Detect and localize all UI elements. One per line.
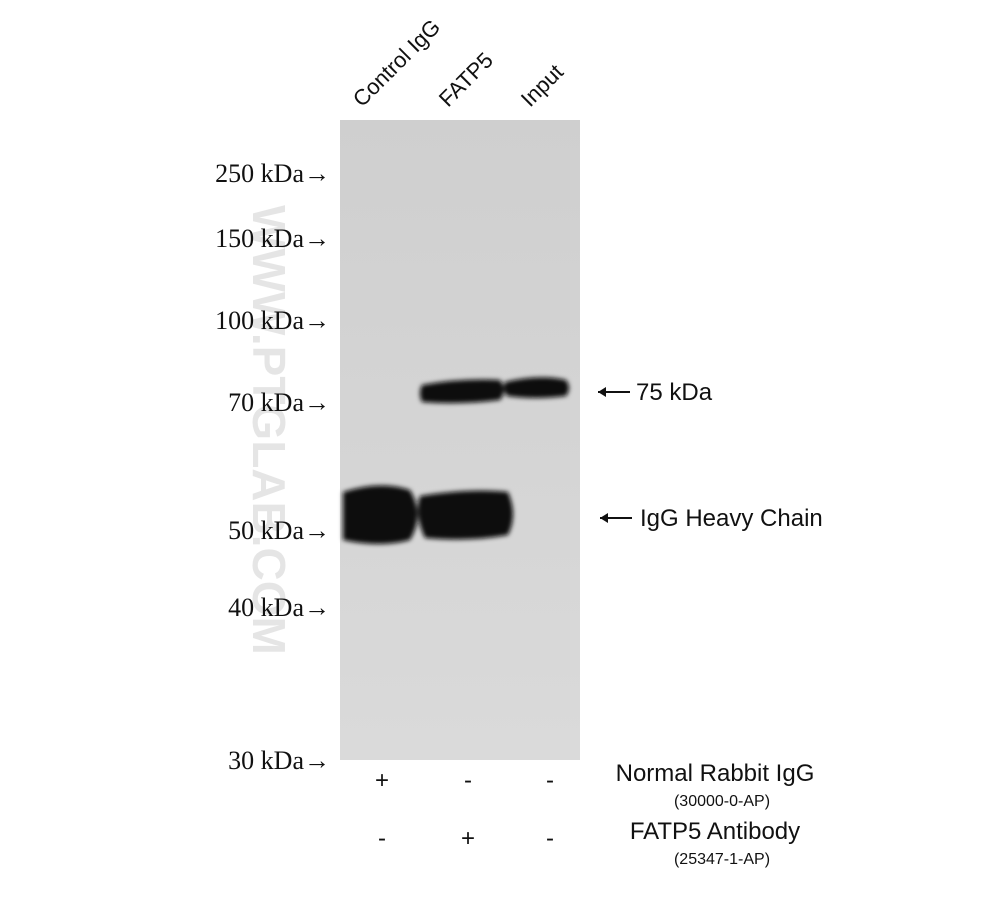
arrow-head — [600, 513, 608, 523]
arrow-head — [598, 387, 606, 397]
annotation: IgG Heavy Chain — [640, 505, 823, 532]
marker-label: 40 kDa→ — [228, 593, 330, 622]
lane-label: Input — [516, 59, 568, 111]
marker-label: 150 kDa→ — [215, 224, 330, 253]
sign: + — [375, 767, 389, 794]
catalog-number: (25347-1-AP) — [674, 851, 770, 868]
marker-label: 50 kDa→ — [228, 516, 330, 545]
band — [417, 490, 513, 540]
marker-label: 250 kDa→ — [215, 159, 330, 188]
band — [503, 377, 569, 398]
marker-label: 30 kDa→ — [228, 746, 330, 775]
lane-label: Control IgG — [348, 14, 445, 111]
marker-label: 70 kDa→ — [228, 388, 330, 417]
treatment-name: FATP5 Antibody — [630, 818, 800, 845]
band — [420, 379, 504, 404]
treatment-name: Normal Rabbit IgG — [616, 760, 815, 787]
band — [343, 485, 418, 544]
marker-label: 100 kDa→ — [215, 306, 330, 335]
bands — [343, 377, 569, 544]
sign: - — [546, 767, 554, 794]
lane-label: FATP5 — [434, 47, 498, 111]
annotation: 75 kDa — [636, 379, 713, 406]
blot — [340, 120, 580, 760]
sign: - — [464, 767, 472, 794]
sign: - — [378, 825, 386, 852]
catalog-number: (30000-0-AP) — [674, 793, 770, 810]
sign: + — [461, 825, 475, 852]
sign: - — [546, 825, 554, 852]
watermark: WWW.PTGLAB.COM — [243, 205, 295, 655]
